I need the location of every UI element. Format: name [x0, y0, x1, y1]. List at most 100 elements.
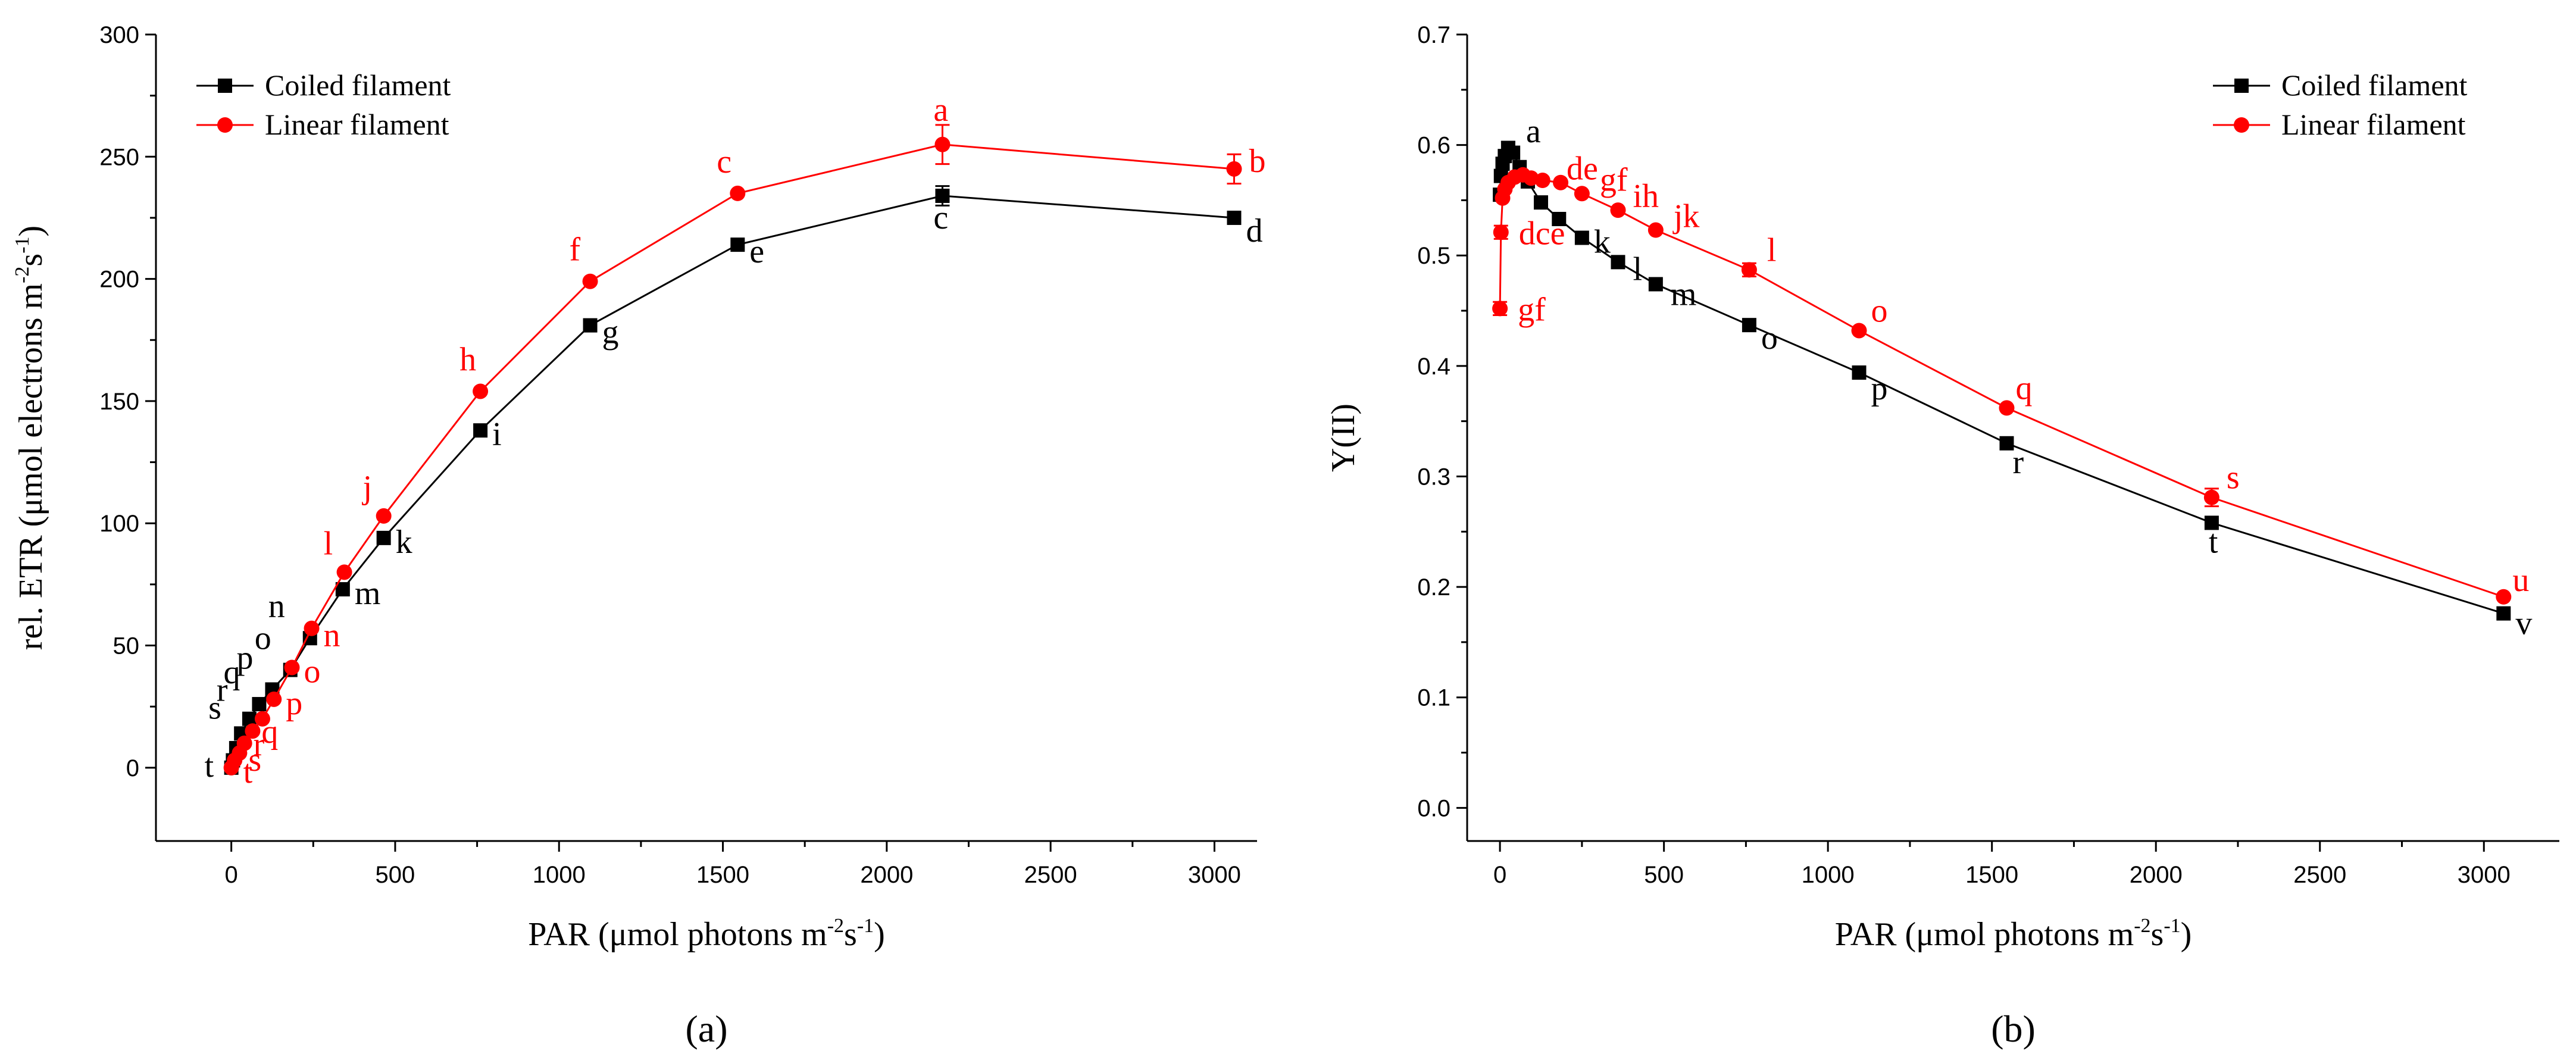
point-letter-label: o — [1871, 292, 1888, 329]
y-tick-label: 0.5 — [1417, 243, 1450, 269]
legend-label: Linear filament — [265, 108, 449, 141]
x-tick-label: 500 — [1644, 862, 1684, 888]
data-point — [1226, 161, 1242, 177]
x-tick-label: 1000 — [1802, 862, 1855, 888]
data-point — [376, 508, 392, 524]
data-point — [304, 620, 320, 636]
point-letter-label: k — [1594, 224, 1611, 261]
y-tick-label: 0 — [126, 755, 139, 781]
point-letter-label: o — [255, 620, 271, 657]
point-letter-label: a — [933, 92, 948, 129]
axis-title-superscript: -1 — [11, 236, 33, 253]
series-line — [230, 195, 1234, 768]
x-axis-title: PAR (μmol photons m-2s-1) — [528, 915, 885, 953]
point-letter-label: u — [2512, 562, 2529, 599]
legend: Coiled filament Linear filament — [196, 68, 451, 141]
data-point — [284, 659, 300, 676]
x-axis-title: PAR (μmol photons m-2s-1) — [1835, 915, 2192, 953]
x-tick-label: 3000 — [1188, 862, 1241, 888]
data-point — [1574, 230, 1589, 245]
point-letter-label: s — [248, 742, 261, 779]
point-letter-label: ih — [1633, 178, 1659, 215]
legend-marker — [217, 117, 233, 133]
data-point — [2204, 515, 2219, 530]
panel-b-chart: 0 500 1000 1500 2000 2500 3000 0.0 0.1 0.2 0.3 0.4 0… — [1325, 22, 2559, 1050]
point-letter-label: l — [1633, 251, 1642, 287]
point-letter-label: t — [243, 754, 253, 790]
point-letter-label: l — [324, 525, 333, 562]
data-point — [2496, 589, 2512, 605]
data-point — [1648, 277, 1663, 292]
axis-title-superscript: -2 — [11, 267, 33, 283]
series-line — [1499, 174, 2504, 598]
data-point — [1492, 301, 1508, 317]
point-letter-label: q — [223, 654, 240, 691]
point-letter-label: o — [304, 653, 320, 690]
axis-title-superscript: -2 — [827, 915, 844, 937]
point-letter-label: o — [1761, 320, 1778, 357]
x-tick-label: 0 — [1493, 862, 1506, 888]
y-tick-label: 50 — [113, 633, 140, 659]
panel-caption: (a) — [685, 1008, 727, 1050]
point-letter-label: g — [602, 314, 619, 351]
data-point — [1553, 174, 1569, 190]
axis-title-superscript: -2 — [2134, 915, 2150, 937]
axis-title-superscript: -1 — [2164, 915, 2180, 937]
data-point — [1851, 323, 1867, 339]
point-letter-label: t — [2209, 523, 2218, 560]
x-tick-label: 2000 — [860, 862, 913, 888]
data-point — [254, 711, 270, 727]
data-point — [2496, 606, 2511, 621]
data-point — [1533, 195, 1548, 210]
point-letter-label: n — [324, 617, 340, 654]
y-tick-label: 250 — [99, 144, 139, 170]
legend-marker — [218, 79, 232, 93]
legend-marker — [2234, 79, 2249, 93]
point-letter-label: d — [1246, 212, 1262, 249]
axis-title-part: ) — [874, 916, 885, 953]
point-letter-label: de — [1567, 151, 1598, 187]
data-point — [1647, 222, 1664, 238]
x-tick-label: 1500 — [1965, 862, 2018, 888]
data-point — [1227, 210, 1242, 225]
point-letter-label: k — [396, 524, 412, 561]
axis-title-part: ) — [2181, 916, 2192, 953]
point-letter-label: m — [1671, 276, 1697, 312]
point-letter-label: t — [205, 748, 214, 784]
axis-title-part: ) — [12, 226, 49, 237]
point-letter-label: m — [355, 575, 381, 612]
data-point — [1534, 173, 1550, 189]
point-letter-label: p — [286, 685, 302, 722]
point-letter-label: l — [1767, 232, 1777, 268]
point-letter-label: f — [570, 232, 581, 268]
point-letter-label: e — [749, 233, 764, 270]
point-letter-label: a — [1526, 113, 1541, 150]
data-point — [582, 273, 598, 289]
axis-title-part: rel. ETR (μmol electrons m — [12, 283, 49, 650]
y-axis-title: rel. ETR (μmol electrons m-2s-1) — [11, 226, 49, 650]
data-point — [730, 237, 745, 252]
point-letter-label: s — [208, 689, 221, 726]
x-tick-label: 2000 — [2130, 862, 2183, 888]
axis-title-superscript: -1 — [857, 915, 874, 937]
panel-caption: (b) — [1991, 1008, 2036, 1050]
axis-title-part: s — [844, 916, 857, 953]
series-line — [1499, 146, 2504, 615]
data-point — [252, 697, 267, 712]
data-point — [934, 136, 951, 152]
y-tick-label: 0.7 — [1417, 22, 1450, 48]
legend-label: Coiled filament — [265, 68, 451, 102]
data-point — [1610, 202, 1626, 218]
axis-title-part: s — [2151, 916, 2164, 953]
point-letter-label: p — [236, 639, 253, 676]
data-point — [1574, 186, 1590, 202]
point-letter-label: c — [933, 199, 948, 236]
y-tick-label: 0.2 — [1417, 574, 1450, 601]
y-axis-title: Y(II) — [1325, 404, 1362, 472]
y-tick-label: 0.0 — [1417, 795, 1450, 821]
point-letter-label: c — [717, 143, 731, 180]
data-point — [376, 530, 391, 545]
point-letter-label: i — [492, 416, 502, 453]
